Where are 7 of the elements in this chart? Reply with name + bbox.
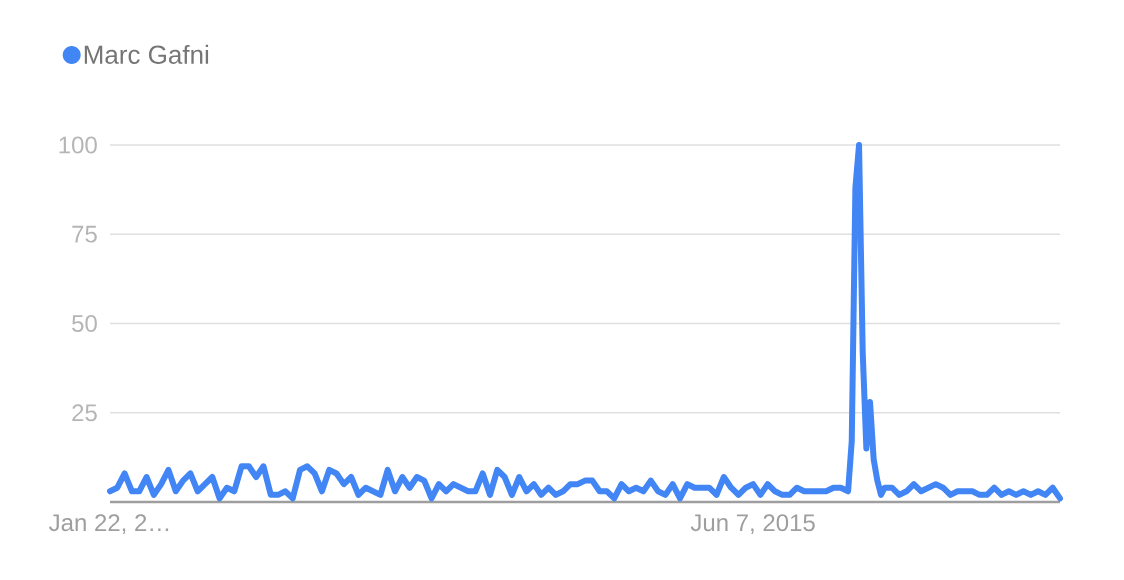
x-tick-label: Jan 22, 2… [49,514,169,535]
y-tick-label: 100 [59,136,97,154]
y-tick-label: 50 [72,314,97,332]
x-tick-label: Jun 7, 2015 [690,514,815,535]
legend-label: Marc Gafni [84,44,209,64]
y-tick-label: 75 [72,225,97,243]
y-tick-label: 25 [72,404,97,422]
